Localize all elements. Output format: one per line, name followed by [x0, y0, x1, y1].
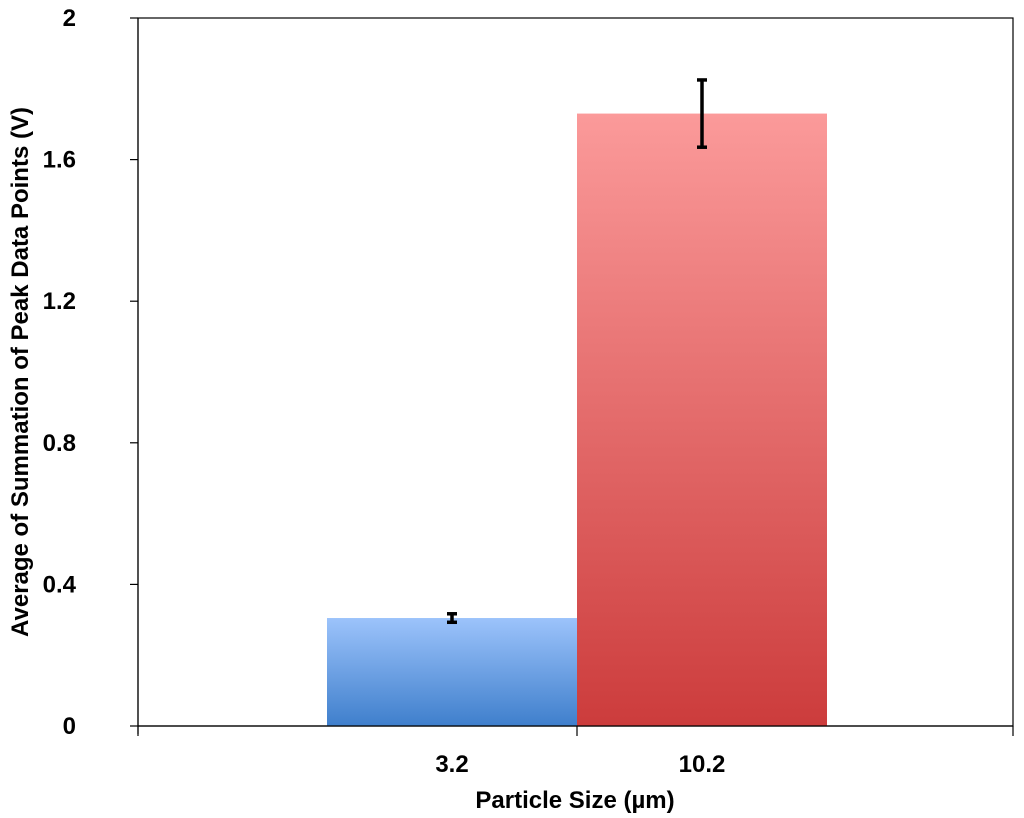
y-tick-label: 1.6: [43, 147, 76, 174]
error-bars: [447, 78, 707, 625]
x-axis-title: Particle Size (µm): [475, 787, 674, 814]
y-tick-label: 0.4: [43, 571, 77, 598]
y-tick-label: 0: [63, 713, 76, 740]
y-axis-title: Average of Summation of Peak Data Points…: [7, 107, 34, 637]
y-axis-ticks: 0 0.4 0.8 1.2 1.6 2: [43, 5, 138, 740]
bar-3.2: [327, 618, 577, 726]
bars: [327, 113, 827, 726]
y-tick-label: 2: [63, 5, 76, 32]
x-axis-ticks: 3.2 10.2: [137, 726, 1014, 778]
y-tick-label: 0.8: [43, 430, 76, 457]
x-tick-label: 10.2: [679, 751, 726, 778]
y-tick-label: 1.2: [43, 288, 76, 315]
x-tick-label: 3.2: [435, 751, 468, 778]
bar-10.2: [577, 113, 827, 726]
